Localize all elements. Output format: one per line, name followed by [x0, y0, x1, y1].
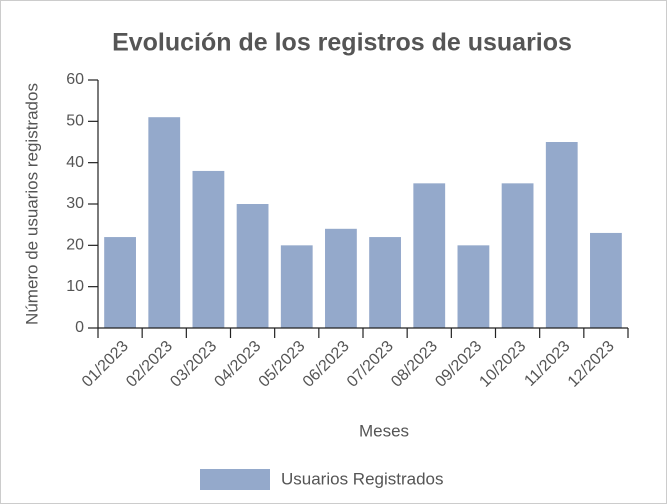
bar: [501, 183, 534, 328]
bar: [104, 237, 136, 328]
y-tick-label: 20: [66, 237, 84, 254]
bar: [192, 170, 225, 328]
legend-swatch: [200, 469, 270, 490]
bar: [457, 245, 490, 328]
bar: [148, 117, 181, 328]
bar: [280, 245, 313, 328]
y-tick-label: 60: [66, 71, 84, 88]
chart-title: Evolución de los registros de usuarios: [112, 29, 572, 57]
y-tick-label: 40: [66, 154, 84, 171]
bar: [545, 142, 578, 328]
y-tick-label: 0: [75, 319, 84, 336]
bar: [590, 232, 622, 328]
legend-label: Usuarios Registrados: [281, 469, 444, 488]
y-axis-title: Número de usuarios registrados: [22, 83, 41, 325]
y-tick-label: 10: [66, 278, 84, 295]
bar: [369, 237, 401, 328]
y-tick-label: 30: [66, 195, 84, 212]
y-tick-label: 50: [66, 113, 84, 130]
x-axis-title: Meses: [359, 421, 409, 440]
bar: [325, 228, 357, 328]
bar: [413, 183, 446, 328]
bar: [236, 204, 269, 328]
